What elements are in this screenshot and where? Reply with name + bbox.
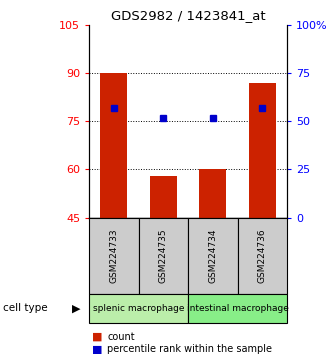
Text: ▶: ▶	[72, 303, 81, 313]
Bar	[150, 176, 177, 218]
Text: GSM224736: GSM224736	[258, 228, 267, 283]
Bar	[100, 73, 127, 218]
Text: splenic macrophage: splenic macrophage	[93, 304, 184, 313]
Text: count: count	[107, 332, 135, 342]
Title: GDS2982 / 1423841_at: GDS2982 / 1423841_at	[111, 9, 265, 22]
Text: percentile rank within the sample: percentile rank within the sample	[107, 344, 272, 354]
Text: GSM224734: GSM224734	[208, 229, 217, 283]
Text: intestinal macrophage: intestinal macrophage	[187, 304, 288, 313]
Text: cell type: cell type	[3, 303, 48, 313]
Text: ■: ■	[92, 332, 103, 342]
Bar	[249, 82, 276, 218]
Bar	[199, 170, 226, 218]
Text: GSM224735: GSM224735	[159, 228, 168, 283]
Text: ■: ■	[92, 344, 103, 354]
Text: GSM224733: GSM224733	[109, 228, 118, 283]
